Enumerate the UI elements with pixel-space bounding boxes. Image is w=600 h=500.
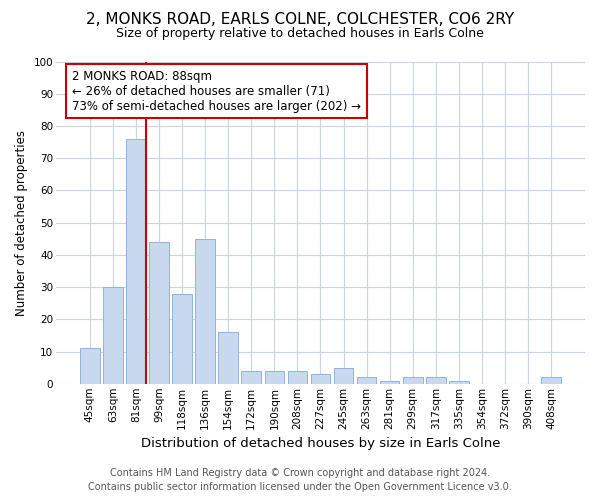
Bar	[449, 380, 469, 384]
Bar	[103, 287, 122, 384]
Bar	[218, 332, 238, 384]
Bar	[380, 380, 400, 384]
Text: 2 MONKS ROAD: 88sqm
← 26% of detached houses are smaller (71)
73% of semi-detach: 2 MONKS ROAD: 88sqm ← 26% of detached ho…	[72, 70, 361, 112]
Text: Size of property relative to detached houses in Earls Colne: Size of property relative to detached ho…	[116, 28, 484, 40]
Bar	[287, 371, 307, 384]
Text: Contains HM Land Registry data © Crown copyright and database right 2024.
Contai: Contains HM Land Registry data © Crown c…	[88, 468, 512, 492]
X-axis label: Distribution of detached houses by size in Earls Colne: Distribution of detached houses by size …	[141, 437, 500, 450]
Bar	[541, 378, 561, 384]
Bar	[357, 378, 376, 384]
Bar	[334, 368, 353, 384]
Bar	[311, 374, 330, 384]
Bar	[241, 371, 261, 384]
Bar	[265, 371, 284, 384]
Y-axis label: Number of detached properties: Number of detached properties	[15, 130, 28, 316]
Bar	[403, 378, 422, 384]
Bar	[426, 378, 446, 384]
Bar	[126, 139, 146, 384]
Bar	[149, 242, 169, 384]
Text: 2, MONKS ROAD, EARLS COLNE, COLCHESTER, CO6 2RY: 2, MONKS ROAD, EARLS COLNE, COLCHESTER, …	[86, 12, 514, 28]
Bar	[196, 238, 215, 384]
Bar	[172, 294, 192, 384]
Bar	[80, 348, 100, 384]
